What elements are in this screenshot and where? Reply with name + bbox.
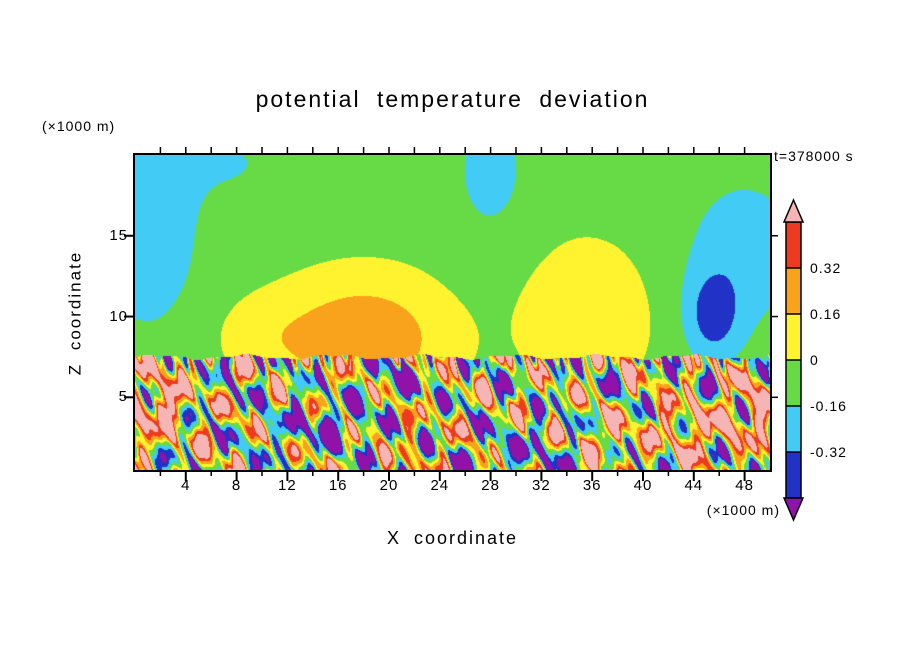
colorbar-tick-label: 0.16 <box>810 306 842 322</box>
x-tick-label: 24 <box>430 477 450 494</box>
z-axis-unit-label: (×1000 m) <box>42 118 116 134</box>
colorbar-tick-label: 0.32 <box>810 260 842 276</box>
x-axis-title: X coordinate <box>386 528 519 548</box>
colorbar-band-orange <box>786 268 801 314</box>
x-axis-unit-label: (×1000 m) <box>706 502 780 518</box>
colorbar-over-arrow <box>782 198 805 223</box>
x-tick-label: 4 <box>181 477 191 494</box>
z-tick-label: 5 <box>118 388 128 406</box>
x-tick-label: 48 <box>735 477 754 494</box>
plot-frame <box>133 153 772 472</box>
chart-title: potential temperature deviation <box>255 86 650 112</box>
colorbar-under-arrow <box>782 497 805 522</box>
colorbar-band-yellow <box>786 314 801 360</box>
z-tick-label: 15 <box>109 226 128 244</box>
colorbar-band-red <box>786 222 801 268</box>
z-tick-label: 10 <box>109 307 128 325</box>
z-axis-title-wrap: Z coordinate <box>55 155 95 470</box>
x-tick-label: 36 <box>582 477 602 494</box>
colorbar-band-cyan <box>786 406 801 452</box>
colorbar-tick-label: -0.16 <box>810 398 847 414</box>
colorbar-band-green <box>786 360 801 406</box>
x-tick-label: 8 <box>231 477 242 494</box>
x-tick-label: 16 <box>328 477 348 494</box>
x-tick-label: 40 <box>633 477 653 494</box>
x-tick-label: 32 <box>532 477 551 494</box>
colorbar-band-dark-blue <box>786 452 801 498</box>
x-tick-label: 12 <box>278 477 297 494</box>
x-tick-label: 28 <box>481 477 500 494</box>
x-tick-label: 20 <box>379 477 399 494</box>
colorbar-outline <box>785 221 802 499</box>
contour-field-canvas <box>135 155 770 470</box>
z-axis-title: Z coordinate <box>65 250 84 375</box>
colorbar-tick-label: 0 <box>810 352 819 368</box>
colorbar-tick-label: -0.32 <box>810 444 847 460</box>
x-tick-label: 44 <box>684 477 704 494</box>
time-annotation: t=378000 s <box>774 148 854 164</box>
